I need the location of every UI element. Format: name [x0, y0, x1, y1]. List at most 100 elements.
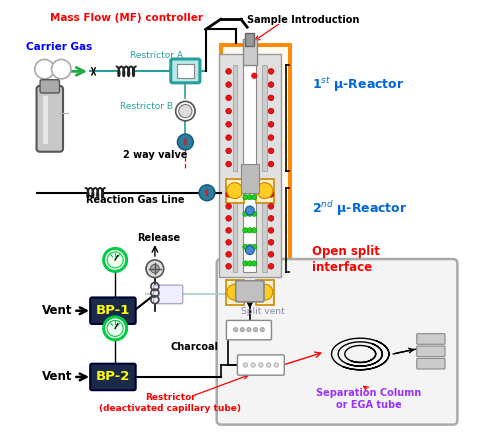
Circle shape: [268, 227, 274, 233]
Circle shape: [184, 141, 187, 144]
Circle shape: [247, 228, 253, 233]
Circle shape: [226, 203, 231, 209]
Text: Vent: Vent: [41, 370, 72, 384]
Circle shape: [245, 206, 254, 215]
Circle shape: [206, 191, 208, 194]
Circle shape: [35, 59, 54, 79]
Circle shape: [268, 252, 274, 257]
Circle shape: [150, 264, 160, 273]
Circle shape: [243, 261, 248, 266]
Circle shape: [274, 363, 279, 367]
FancyBboxPatch shape: [154, 285, 183, 303]
Circle shape: [268, 82, 274, 87]
Bar: [243, 65, 256, 171]
Circle shape: [104, 249, 127, 272]
FancyBboxPatch shape: [90, 297, 135, 324]
Circle shape: [226, 215, 231, 221]
Bar: [176, 64, 194, 78]
Circle shape: [226, 161, 231, 167]
Bar: [219, 54, 281, 277]
Circle shape: [243, 211, 248, 217]
Circle shape: [268, 148, 274, 154]
Circle shape: [206, 194, 208, 196]
Circle shape: [252, 211, 257, 217]
Circle shape: [226, 191, 231, 197]
Circle shape: [268, 215, 274, 221]
Circle shape: [226, 148, 231, 154]
Text: 2$^{nd}$ μ-Reactor: 2$^{nd}$ μ-Reactor: [312, 199, 407, 218]
Circle shape: [226, 264, 231, 269]
Bar: [262, 65, 267, 171]
Circle shape: [268, 135, 274, 140]
FancyBboxPatch shape: [37, 86, 63, 152]
Circle shape: [267, 363, 271, 367]
Circle shape: [226, 69, 231, 74]
Circle shape: [226, 227, 231, 233]
Circle shape: [247, 211, 253, 217]
Bar: [243, 188, 256, 272]
FancyBboxPatch shape: [238, 355, 284, 375]
Circle shape: [259, 363, 263, 367]
FancyBboxPatch shape: [417, 358, 445, 369]
Text: Restrictor B: Restrictor B: [120, 102, 173, 111]
Circle shape: [184, 143, 187, 146]
Circle shape: [247, 327, 251, 332]
Bar: [243, 39, 257, 65]
Bar: [233, 65, 238, 171]
Bar: [226, 280, 244, 304]
Circle shape: [247, 261, 253, 266]
FancyBboxPatch shape: [217, 259, 457, 425]
Circle shape: [268, 95, 274, 101]
Circle shape: [268, 191, 274, 197]
Circle shape: [251, 363, 255, 367]
Circle shape: [227, 284, 243, 300]
Circle shape: [268, 264, 274, 269]
Circle shape: [226, 240, 231, 245]
Circle shape: [146, 260, 164, 278]
Circle shape: [199, 185, 215, 201]
Circle shape: [268, 121, 274, 127]
Bar: [255, 179, 274, 203]
Circle shape: [240, 327, 244, 332]
FancyBboxPatch shape: [171, 59, 200, 83]
FancyBboxPatch shape: [417, 334, 445, 344]
Circle shape: [257, 183, 273, 198]
Text: Open split
interface: Open split interface: [312, 245, 379, 273]
Text: Restrictor A: Restrictor A: [130, 51, 183, 60]
Text: Release: Release: [137, 233, 180, 243]
Circle shape: [226, 252, 231, 257]
Circle shape: [247, 194, 253, 200]
Circle shape: [268, 108, 274, 114]
Circle shape: [245, 246, 254, 255]
Text: Restrictor
(deactivated capillary tube): Restrictor (deactivated capillary tube): [99, 392, 241, 412]
FancyBboxPatch shape: [40, 80, 59, 93]
Circle shape: [52, 59, 71, 79]
FancyBboxPatch shape: [90, 364, 135, 390]
Circle shape: [226, 135, 231, 140]
Text: 2 way valve: 2 way valve: [122, 150, 187, 160]
Text: Reaction Gas Line: Reaction Gas Line: [85, 195, 184, 205]
Circle shape: [175, 101, 195, 121]
Text: Vent: Vent: [41, 304, 72, 317]
FancyBboxPatch shape: [417, 346, 445, 357]
Bar: [241, 164, 259, 193]
Bar: [43, 96, 49, 144]
Bar: [255, 280, 274, 304]
Circle shape: [107, 320, 123, 336]
Circle shape: [252, 228, 257, 233]
Circle shape: [257, 284, 273, 300]
Text: Carrier Gas: Carrier Gas: [26, 42, 92, 52]
Circle shape: [179, 105, 192, 118]
Circle shape: [251, 73, 257, 79]
Circle shape: [268, 161, 274, 167]
Text: BP-1: BP-1: [96, 304, 130, 317]
Text: Charcoal: Charcoal: [171, 342, 219, 352]
Circle shape: [184, 139, 187, 141]
Circle shape: [252, 244, 257, 249]
Bar: [226, 179, 244, 203]
Circle shape: [243, 244, 248, 249]
Bar: [233, 188, 238, 272]
Circle shape: [107, 252, 123, 268]
FancyBboxPatch shape: [221, 45, 290, 310]
Circle shape: [243, 194, 248, 200]
